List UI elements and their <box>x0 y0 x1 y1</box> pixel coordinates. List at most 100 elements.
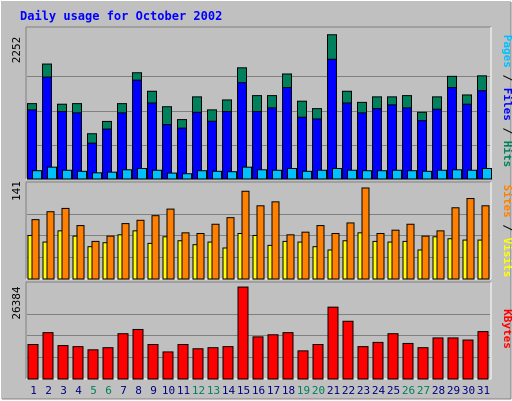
files-bar <box>42 76 52 180</box>
day-label: 18 <box>282 384 295 397</box>
day-label: 19 <box>297 384 310 397</box>
files-bar <box>102 128 112 180</box>
pages-bar <box>377 170 387 180</box>
sites-bar <box>301 231 310 280</box>
sites-bar <box>241 190 250 280</box>
day-label: 29 <box>447 384 460 397</box>
kbytes-bar <box>402 342 414 380</box>
files-bar <box>192 111 202 180</box>
kbytes-bar <box>237 286 249 380</box>
legend-sites: Sites <box>501 185 512 218</box>
pages-bar <box>182 173 192 180</box>
pages-bar <box>257 169 267 180</box>
day-label: 17 <box>267 384 280 397</box>
legend-separator-1: / <box>501 68 512 88</box>
pages-bar <box>92 172 102 180</box>
pages-bar <box>452 169 462 180</box>
day-label: 9 <box>150 384 157 397</box>
kbytes-bar <box>162 351 174 380</box>
pages-bar <box>347 169 357 180</box>
files-bar <box>327 58 337 180</box>
files-bar <box>57 111 67 180</box>
day-label: 7 <box>120 384 127 397</box>
day-label: 30 <box>462 384 475 397</box>
sites-bar <box>31 219 40 280</box>
day-label: 25 <box>387 384 400 397</box>
files-bar <box>132 79 142 180</box>
sites-bar <box>76 225 85 280</box>
hits-panel-ymax-label: 2252 <box>10 37 23 64</box>
pages-bar <box>362 170 372 180</box>
pages-bar <box>332 167 342 180</box>
files-bar <box>267 107 277 180</box>
kbytes-bar <box>132 328 144 380</box>
kbytes-bar <box>207 347 219 380</box>
sites-bar <box>106 235 115 280</box>
kbytes-bar <box>42 332 54 380</box>
sites-bar <box>121 223 130 280</box>
pages-bar <box>467 169 477 180</box>
kbytes-bar <box>252 336 264 380</box>
files-bar <box>447 87 457 180</box>
files-bar <box>162 124 172 180</box>
pages-bar <box>47 166 57 180</box>
sites-bar <box>376 232 385 280</box>
sites-bar <box>346 222 355 280</box>
pages-bar <box>197 170 207 180</box>
pages-bar <box>272 169 282 180</box>
kbytes-bar <box>417 347 429 380</box>
files-bar <box>297 116 307 180</box>
sites-bar <box>361 187 370 280</box>
pages-bar <box>137 167 147 180</box>
files-bar <box>462 103 472 180</box>
sites-bar <box>196 232 205 280</box>
sites-bar <box>451 207 460 280</box>
kbytes-bar <box>102 347 114 380</box>
files-bar <box>342 102 352 180</box>
day-label: 16 <box>252 384 265 397</box>
pages-bar <box>437 169 447 180</box>
sites-bar <box>91 240 100 280</box>
sites-bar <box>421 235 430 280</box>
pages-bar <box>32 170 42 180</box>
legend-separator-3: / <box>501 218 512 238</box>
pages-bar <box>242 166 252 180</box>
day-label: 1 <box>30 384 37 397</box>
legend-hits: Hits <box>501 141 512 168</box>
kbytes-bar <box>297 350 309 380</box>
kbytes-bar <box>267 334 279 380</box>
kbytes-bar <box>57 345 69 380</box>
sites-bar <box>316 225 325 280</box>
kbytes-bar <box>432 337 444 380</box>
kbytes-bar <box>27 344 39 380</box>
legend-kbytes: KBytes <box>501 309 512 349</box>
files-bar <box>27 109 37 180</box>
kbytes-bar <box>87 349 99 380</box>
legend-visits: Visits <box>501 238 512 278</box>
day-label: 26 <box>402 384 415 397</box>
sites-bar <box>46 211 55 280</box>
day-label: 13 <box>207 384 220 397</box>
pages-bar <box>227 171 237 180</box>
files-bar <box>477 90 487 180</box>
sites-bar <box>391 229 400 280</box>
legend-files: Files <box>501 88 512 121</box>
files-bar <box>282 87 292 180</box>
day-label: 22 <box>342 384 355 397</box>
sites-bar <box>136 219 145 280</box>
sites-bar <box>166 208 175 280</box>
sites-bar <box>481 205 490 280</box>
kbytes-bar <box>72 346 84 380</box>
legend-pages: Pages <box>501 35 512 68</box>
day-label: 28 <box>432 384 445 397</box>
files-bar <box>372 108 382 180</box>
day-label: 31 <box>477 384 490 397</box>
day-label: 6 <box>105 384 112 397</box>
files-bar <box>387 104 397 180</box>
day-label: 3 <box>60 384 67 397</box>
kbytes-bar <box>462 339 474 380</box>
day-label: 15 <box>237 384 250 397</box>
kbytes-bar <box>327 306 339 380</box>
day-label: 23 <box>357 384 370 397</box>
